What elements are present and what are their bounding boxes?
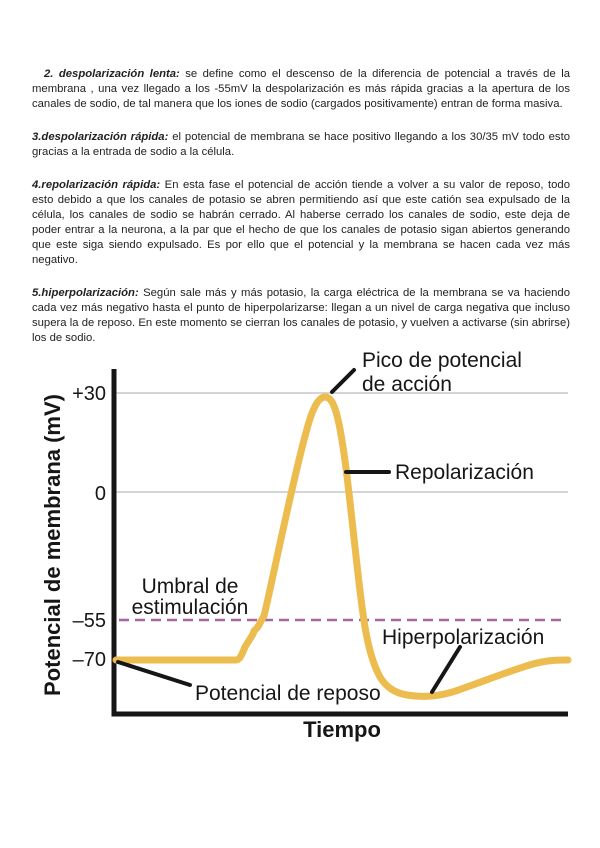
threshold-label-line2: estimulación <box>132 596 249 619</box>
action-potential-curve <box>112 393 572 700</box>
paragraph-lead: 3.despolarización rápida: <box>32 131 169 143</box>
repolarization-label: Repolarización <box>395 461 534 484</box>
ytick-plus30: +30 <box>72 383 106 405</box>
paragraph-despolarizacion-lenta: 2. despolarización lenta: se define como… <box>32 67 570 112</box>
peak-label-line2: de acción <box>362 373 452 396</box>
paragraph-repolarizacion-rapida: 4.repolarización rápida: En esta fase el… <box>32 178 570 268</box>
ytick-minus55: –55 <box>73 610 106 632</box>
notes-text-block: 2. despolarización lenta: se define como… <box>32 67 570 364</box>
ytick-zero: 0 <box>95 483 106 505</box>
peak-callout-line <box>330 368 356 394</box>
paragraph-body: se define como el descenso de la diferen… <box>32 68 570 110</box>
paragraph-lead: 4.repolarización rápida: <box>32 179 161 191</box>
resting-label: Potencial de reposo <box>195 682 381 705</box>
paragraph-hiperpolarizacion: 5.hiperpolarización: Según sale más y má… <box>32 286 570 346</box>
paragraph-body: el potencial de membrana se hace positiv… <box>32 131 571 158</box>
ytick-minus70: –70 <box>73 649 106 671</box>
peak-label-line1: Pico de potencial <box>362 349 522 372</box>
resting-callout-line <box>116 660 192 687</box>
threshold-label-line1: Umbral de <box>142 575 239 598</box>
paragraph-lead: 5.hiperpolarización: <box>32 287 139 299</box>
hyperpolarization-callout-line <box>430 645 462 694</box>
action-potential-chart: Pico de potencial de acción Repolarizaci… <box>30 340 590 750</box>
paragraph-body: Según sale más y más potasio, la carga e… <box>32 287 570 344</box>
x-axis-title: Tiempo <box>303 717 381 742</box>
hyperpolarization-label: Hiperpolarización <box>382 626 544 649</box>
paragraph-lead: 2. despolarización lenta: <box>44 68 180 80</box>
chart-canvas: Pico de potencial de acción Repolarizaci… <box>40 349 572 742</box>
y-axis-title: Potencial de membrana (mV) <box>40 394 65 696</box>
paragraph-despolarizacion-rapida: 3.despolarización rápida: el potencial d… <box>32 130 570 160</box>
paragraph-body: En esta fase el potencial de acción tien… <box>32 179 570 266</box>
